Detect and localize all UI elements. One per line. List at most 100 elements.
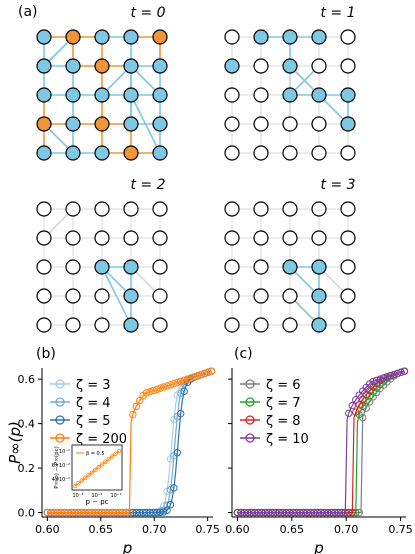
series-marker: [233, 508, 242, 517]
series-marker: [362, 404, 370, 412]
lattice-node: [152, 58, 168, 74]
series-marker: [247, 508, 256, 517]
series-marker: [272, 508, 280, 517]
lattice-2: [36, 201, 168, 333]
inset-marker: [86, 473, 91, 478]
legend-label: ζ = 5: [76, 414, 111, 429]
lattice-node: [282, 259, 298, 275]
series-marker: [341, 508, 350, 517]
series-marker: [180, 387, 188, 395]
lattice-node: [311, 201, 327, 217]
series-marker: [129, 410, 137, 419]
lattice-node: [340, 259, 356, 275]
lattice-long-edge: [101, 266, 132, 326]
lattice-node: [94, 116, 110, 132]
series-marker: [142, 389, 151, 397]
lattice-node: [253, 58, 269, 74]
lattice-node: [224, 29, 240, 45]
lattice-node: [94, 201, 110, 217]
inset-x-label: p − pc: [85, 498, 108, 506]
lattice-node: [340, 317, 356, 333]
lattice-node: [311, 29, 327, 45]
legend-marker: [55, 397, 65, 407]
lattice-node: [253, 317, 269, 333]
inset-marker: [82, 475, 88, 481]
series-marker: [372, 376, 381, 384]
series-marker: [386, 372, 395, 380]
series-marker: [369, 377, 377, 386]
lattice-node: [224, 288, 240, 304]
series-marker: [159, 508, 168, 516]
time-title: t = 2: [130, 177, 165, 193]
lattice-node: [152, 317, 168, 333]
lattice-node: [94, 288, 110, 304]
time-title: t = 0: [130, 5, 165, 21]
lattice-node: [94, 230, 110, 246]
lattice-node: [94, 259, 110, 275]
lattice-node: [340, 230, 356, 246]
lattice-node: [282, 87, 298, 103]
series-marker: [251, 508, 259, 517]
lattice-node: [36, 230, 52, 246]
series-marker: [135, 396, 144, 405]
series-marker: [183, 375, 192, 383]
lattice-node: [253, 87, 269, 103]
lattice-node: [36, 317, 52, 333]
series-marker: [125, 508, 134, 517]
inset-marker: [93, 467, 98, 473]
series-marker: [313, 508, 322, 517]
lattice-node: [311, 145, 327, 161]
lattice-node: [65, 29, 81, 45]
series-marker: [200, 369, 209, 378]
lattice-node: [36, 145, 52, 161]
series-marker: [289, 508, 297, 517]
lattice-1: [224, 29, 356, 161]
lattice-node: [340, 201, 356, 217]
series-marker: [173, 449, 182, 457]
lattice-node: [340, 116, 356, 132]
legend-marker: [55, 433, 65, 443]
lattice-node: [340, 288, 356, 304]
lattice-node: [65, 230, 81, 246]
series-marker: [292, 508, 301, 517]
inset-marker: [99, 462, 105, 467]
series-marker: [285, 508, 294, 517]
legend: ζ = 6 ζ = 7 ζ = 8 ζ = 10: [240, 378, 309, 447]
series-marker: [383, 373, 391, 381]
lattice-node: [152, 145, 168, 161]
series-marker: [132, 402, 140, 411]
lattice-node: [36, 259, 52, 275]
lattice-node: [65, 87, 81, 103]
lattice-node: [340, 87, 356, 103]
series-marker: [268, 508, 276, 517]
series-marker: [282, 508, 290, 517]
series-marker: [265, 508, 273, 517]
lattice-node: [282, 201, 298, 217]
series-marker: [348, 508, 356, 517]
lattice-node: [311, 317, 327, 333]
x-tick-label: 0.75: [195, 523, 220, 536]
lattice-node: [152, 259, 168, 275]
x-tick-label: 0.65: [280, 523, 305, 536]
y-tick-label: 0.4: [18, 418, 36, 431]
series-marker: [166, 381, 175, 389]
series-marker: [379, 374, 388, 382]
lattice-node: [123, 58, 139, 74]
series-marker: [146, 387, 154, 396]
lattice-node: [224, 317, 240, 333]
series-marker: [296, 508, 304, 517]
lattice-node: [152, 87, 168, 103]
inset-marker: [103, 459, 108, 464]
x-axis-label: p: [122, 539, 133, 554]
series-marker: [303, 508, 311, 517]
lattice-node: [123, 230, 139, 246]
legend-label: ζ = 7: [266, 396, 301, 411]
legend-label: ζ = 200: [76, 432, 127, 447]
series-marker: [352, 396, 360, 404]
lattice-node: [152, 201, 168, 217]
lattice-0: [36, 29, 168, 161]
series-marker: [149, 386, 158, 395]
panel-a-label: (a): [18, 4, 38, 20]
series-marker: [163, 382, 171, 390]
